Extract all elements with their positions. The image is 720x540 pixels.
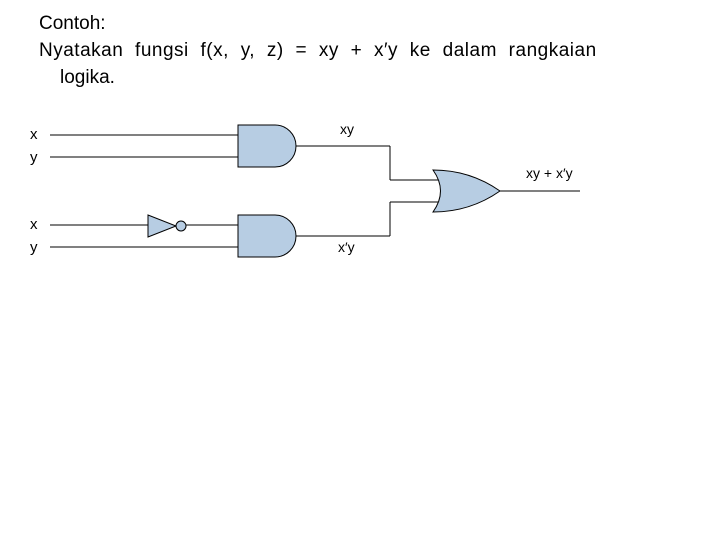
not-bubble bbox=[176, 221, 186, 231]
and-gate-2 bbox=[238, 215, 296, 257]
and-gate-1 bbox=[238, 125, 296, 167]
not-gate bbox=[148, 215, 176, 237]
or-gate bbox=[433, 170, 500, 212]
circuit-svg bbox=[0, 0, 720, 540]
